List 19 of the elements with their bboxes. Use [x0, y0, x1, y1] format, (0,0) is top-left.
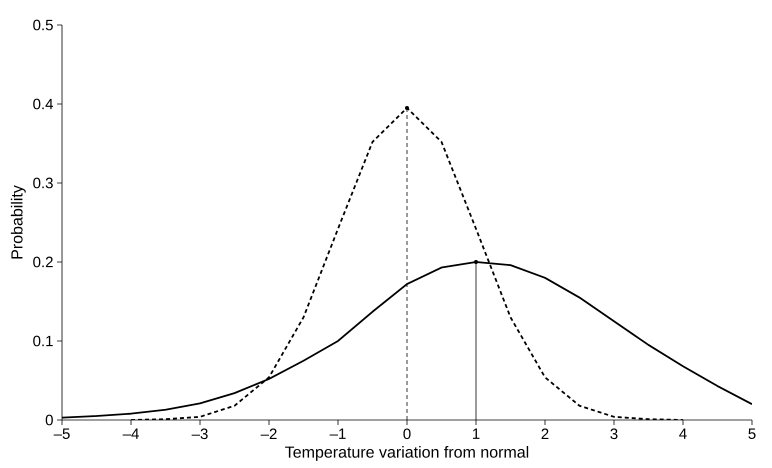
- x-axis-title: Temperature variation from normal: [285, 446, 528, 461]
- x-tick-label: 0: [403, 428, 411, 440]
- x-tick-label: –2: [260, 428, 277, 439]
- x-tick-label: 2: [542, 428, 548, 439]
- x-tick-label: 1: [472, 428, 480, 439]
- y-tick-label: 0.2: [33, 256, 53, 268]
- x-tick-label: –5: [54, 428, 70, 439]
- y-tick-label: 0.3: [33, 178, 53, 188]
- y-tick-label: 0.1: [33, 336, 53, 346]
- x-tick-label: –3: [192, 428, 208, 440]
- y-tick-label: 0.4: [33, 98, 54, 110]
- x-tick-label: –4: [122, 428, 139, 439]
- x-tick-label: –1: [330, 428, 346, 439]
- y-tick-label: 0.5: [33, 20, 53, 30]
- x-tick-label: 5: [748, 428, 756, 439]
- x-tick-label: 3: [610, 428, 618, 440]
- y-axis-title: Probability: [10, 185, 26, 259]
- y-tick-label: 0: [46, 414, 53, 426]
- x-tick-label: 4: [679, 428, 687, 439]
